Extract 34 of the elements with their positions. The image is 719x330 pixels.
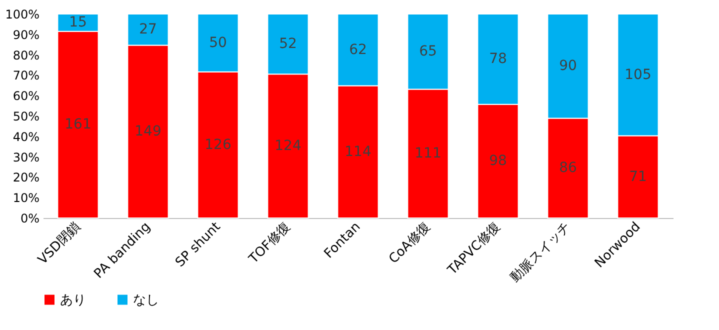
y-tick-label: 60%: [12, 89, 40, 104]
annotation: 15: [69, 14, 87, 31]
annotation: 52: [279, 36, 297, 52]
annotation: 86: [559, 160, 577, 176]
annotation: 98: [489, 153, 507, 170]
annotation: 71: [629, 168, 647, 185]
y-tick-label: 70%: [12, 68, 40, 83]
x-tick-label: 動脈スイッチ: [508, 220, 574, 286]
y-tick-label: 50%: [12, 110, 40, 124]
y-tick-label: 40%: [12, 130, 40, 144]
x-tick-label: CoA修復: [386, 220, 434, 267]
annotation: 161: [64, 116, 92, 133]
legend-label: あり: [60, 292, 86, 308]
y-tick-label: 80%: [12, 48, 40, 62]
annotation: 105: [624, 66, 652, 83]
y-tick-label: 20%: [12, 170, 40, 185]
annotation: 90: [559, 58, 577, 74]
y-tick-label: 30%: [12, 150, 40, 164]
y-tick-label: 0%: [20, 212, 40, 226]
y-tick-label: 100%: [5, 8, 40, 22]
x-tick-label: TOF修復: [246, 220, 294, 268]
annotation: 149: [134, 124, 162, 140]
annotation: 114: [344, 144, 372, 160]
y-tick-label: 10%: [12, 191, 40, 206]
y-tick-label: 90%: [12, 28, 40, 42]
annotation: 65: [419, 44, 437, 60]
annotation: 78: [489, 51, 507, 68]
annotation: 62: [349, 42, 367, 58]
annotation: 126: [204, 136, 232, 153]
legend-label: なし: [133, 292, 159, 308]
annotation: 124: [274, 138, 302, 154]
annotation: 27: [139, 22, 157, 38]
annotation: 111: [414, 146, 442, 162]
annotation: 50: [209, 34, 227, 51]
